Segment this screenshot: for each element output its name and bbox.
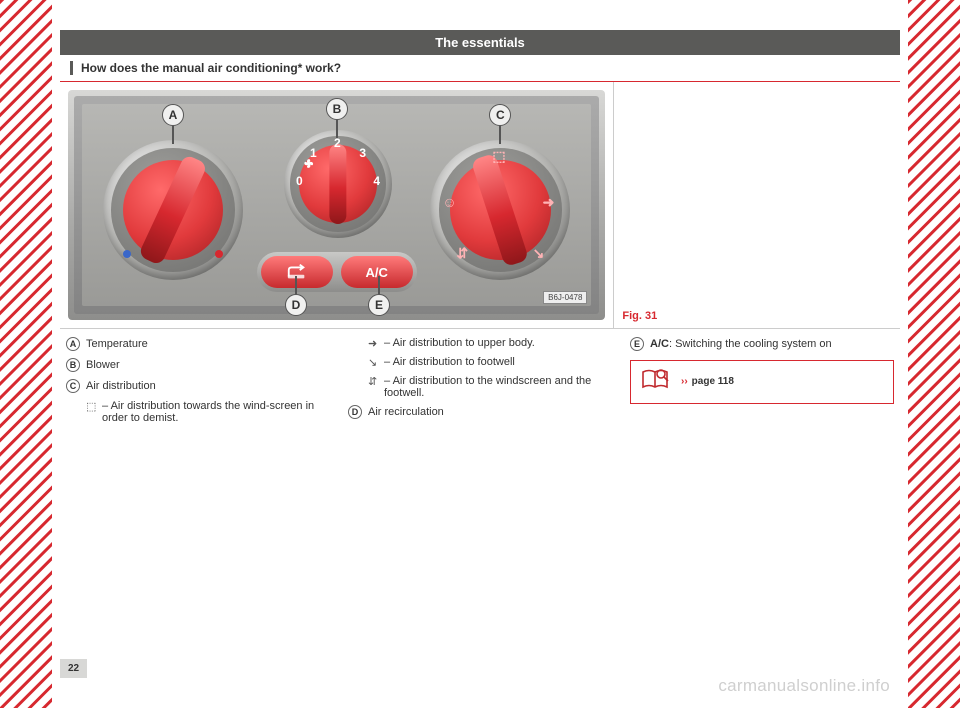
vent-foot-icon: ↘ [533,245,545,262]
legend-col-1: A Temperature B Blower C Air distribution ⬚… [66,337,330,430]
blower-knob: 0 1 2 3 4 [284,130,392,238]
legend-c: Air distribution [86,379,330,394]
callout-e-label: E [368,294,390,316]
callout-c-label: C [489,104,511,126]
page-reference-box: ›› page 118 [630,360,894,404]
legend-e-label: A/C [650,338,669,350]
mark-b: B [66,358,80,372]
figure-cell: 0 1 2 3 4 ⬚ ➜ ↘ ⇵ ☺ [60,82,614,328]
fan-num-4: 4 [373,174,380,188]
vent-face-icon: ☺ [442,194,456,210]
recirc-ac-rocker: A/C [257,252,417,292]
mark-c: C [66,379,80,393]
callout-a: A [162,104,184,144]
upper-glyph: ➜ [368,337,384,350]
vent-upper-icon: ➜ [543,194,555,211]
fan-num-3: 3 [359,146,366,160]
legend-col-2: ➜ – Air distribution to upper body. ↘ – … [348,337,612,430]
legend-s1: – Air distribution to upper body. [384,337,535,350]
ac-control-panel: 0 1 2 3 4 ⬚ ➜ ↘ ⇵ ☺ [68,90,605,320]
page-reference-text: ›› page 118 [681,376,734,387]
foot-glyph: ↘ [368,356,384,369]
mix-glyph: ⇵ [368,375,384,399]
legend-b: Blower [86,358,330,373]
page-number: 22 [60,659,87,678]
temp-hot-dot [215,250,223,258]
book-icon [641,368,669,396]
figure-caption-cell: Fig. 31 [614,82,900,328]
mark-e: E [630,337,644,351]
page-content: The essentials How does the manual air c… [60,30,900,678]
callout-b-label: B [326,98,348,120]
legend-d: Air recirculation [368,405,612,420]
callout-b: B [326,98,348,138]
figure-row: 0 1 2 3 4 ⬚ ➜ ↘ ⇵ ☺ [60,82,900,329]
vent-mix-icon: ⇵ [456,245,468,262]
ref-page: page 118 [692,376,734,387]
watermark: carmanualsonline.info [718,676,890,696]
fan-num-2: 2 [334,136,341,150]
legend-s3: – Air distribution to the windscreen and… [384,375,612,399]
page-header: The essentials [60,30,900,55]
fan-icon [302,158,316,172]
callout-c: C [489,104,511,144]
callout-d-label: D [285,294,307,316]
section-heading-row: How does the manual air conditioning* wo… [60,55,900,82]
figure-caption: Fig. 31 [622,310,657,322]
section-title: How does the manual air conditioning* wo… [81,61,341,75]
decorative-hatch-left [0,0,52,708]
legend-s2: – Air distribution to footwell [384,356,515,369]
legend-col-3: E A/C: Switching the cooling system on ›… [630,337,894,430]
temp-cold-dot [123,250,131,258]
callout-a-label: A [162,104,184,126]
mark-d: D [348,405,362,419]
section-tick [70,61,73,75]
air-distribution-knob: ⬚ ➜ ↘ ⇵ ☺ [430,140,570,280]
decorative-hatch-right [908,0,960,708]
fan-num-0: 0 [296,174,303,188]
temperature-knob [103,140,243,280]
legend-a: Temperature [86,337,330,352]
defrost-glyph: ⬚ [86,400,102,424]
legend-c-sub1: – Air distribution towards the wind-scre… [102,400,330,424]
legend-e-text: : Switching the cooling system on [669,338,832,350]
ref-chevron: ›› [681,376,688,387]
panel-id-label: B6J-0478 [543,291,587,304]
defrost-icon: ⬚ [492,148,505,165]
callout-d: D [285,276,307,316]
legend-e: A/C: Switching the cooling system on [650,337,894,352]
legend-columns: A Temperature B Blower C Air distribution ⬚… [60,329,900,430]
mark-a: A [66,337,80,351]
callout-e: E [368,276,390,316]
